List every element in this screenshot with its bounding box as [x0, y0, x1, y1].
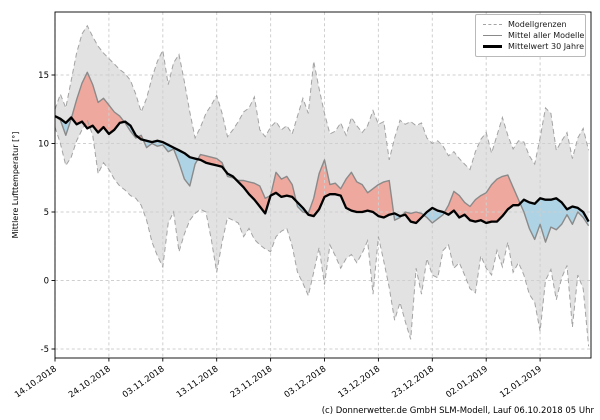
legend-item-modellgrenzen: Modellgrenzen: [483, 19, 579, 30]
legend-label: Mittel aller Modelle: [508, 31, 585, 40]
climate-mean-line: [54, 115, 590, 225]
x-tick-label: 24.10.2018: [67, 364, 113, 400]
x-tick-label: 23.11.2018: [229, 364, 275, 400]
x-tick-label: 02.01.2019: [444, 364, 490, 400]
legend-label: Modellgrenzen: [508, 20, 567, 29]
warmer-than-climate-area: [307, 159, 394, 218]
warmer-than-climate-area: [71, 72, 125, 134]
warmer-than-climate-area: [444, 175, 521, 223]
y-tick-label: 0: [44, 277, 49, 287]
legend-item-mittel-aller-modelle: Mittel aller Modelle: [483, 30, 584, 41]
x-tick-label: 03.12.2018: [283, 364, 329, 400]
x-tick-label: 14.10.2018: [13, 364, 59, 400]
x-tick-label: 13.11.2018: [175, 364, 221, 400]
legend: Modellgrenzen Mittel aller Modelle Mitte…: [475, 14, 586, 57]
x-tick-label: 23.12.2018: [390, 364, 436, 400]
y-tick-label: -5: [41, 345, 49, 355]
x-tick-label: 13.12.2018: [337, 364, 383, 400]
lower-bound-line: [54, 118, 590, 347]
y-tick-label: 15: [38, 71, 49, 81]
colder-than-climate-area: [55, 116, 72, 136]
legend-label: Mittelwert 30 Jahre: [508, 42, 585, 51]
copyright-caption: (c) Donnerwetter.de GmbH SLM-Modell, Lau…: [321, 406, 594, 416]
model-bounds-lines: [54, 24, 590, 347]
upper-bound-line: [54, 24, 590, 171]
legend-item-mittelwert-30-jahre: Mittelwert 30 Jahre: [483, 41, 584, 52]
x-tick-label: 12.01.2019: [498, 364, 544, 400]
plot-border: [54, 11, 592, 359]
warmer-than-climate-area: [197, 154, 226, 171]
y-axis-title: Mittlere Lufttemperatur [°]: [11, 131, 20, 239]
y-tick-label: 10: [38, 140, 49, 150]
gray-line-icon: [483, 35, 502, 36]
colder-than-climate-area: [143, 139, 198, 186]
mean-lines: [54, 71, 590, 243]
dashed-line-icon: [483, 24, 502, 25]
model-mean-line: [54, 71, 590, 243]
black-line-icon: [483, 45, 502, 48]
x-tick-label: 03.11.2018: [121, 364, 167, 400]
y-tick-label: 5: [44, 208, 49, 218]
